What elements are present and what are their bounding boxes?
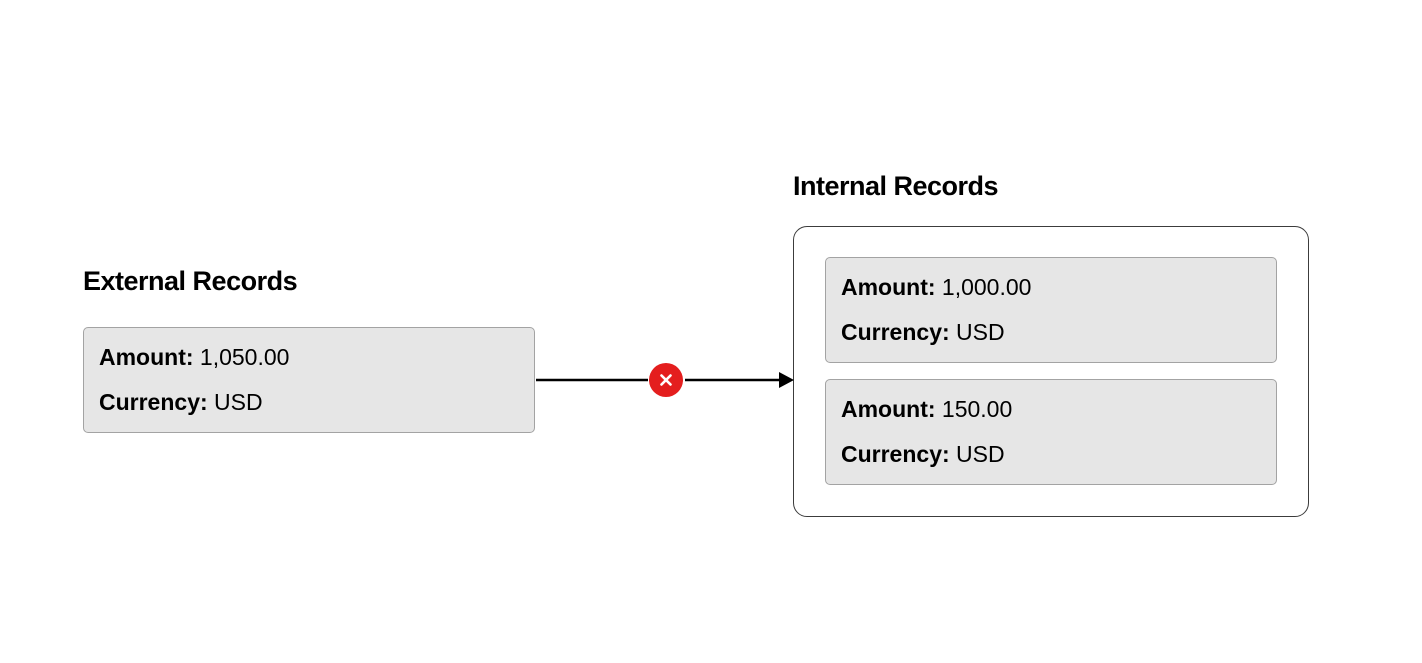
amount-value: 150.00: [941, 396, 1013, 422]
amount-label: Amount:: [841, 274, 936, 300]
amount-value: 1,050.00: [199, 344, 290, 370]
currency-label: Currency:: [841, 441, 950, 467]
mismatch-badge: [649, 363, 683, 397]
internal-record-card: Amount: 150.00 Currency: USD: [825, 379, 1277, 485]
currency-value: USD: [956, 441, 1005, 467]
amount-label: Amount:: [841, 396, 936, 422]
currency-label: Currency:: [841, 319, 950, 345]
currency-value: USD: [956, 319, 1005, 345]
internal-records-title: Internal Records: [793, 171, 999, 201]
amount-label: Amount:: [99, 344, 194, 370]
external-records-title: External Records: [83, 266, 298, 296]
internal-records-group: Amount: 1,000.00 Currency: USD Amount: 1…: [793, 226, 1309, 517]
currency-value: USD: [214, 389, 263, 415]
arrowhead-icon: [779, 372, 794, 388]
amount-row: Amount: 1,050.00: [99, 343, 289, 371]
currency-row: Currency: USD: [99, 388, 263, 416]
external-record-card: Amount: 1,050.00 Currency: USD: [83, 327, 535, 433]
currency-row: Currency: USD: [841, 440, 1005, 468]
internal-record-card: Amount: 1,000.00 Currency: USD: [825, 257, 1277, 363]
currency-row: Currency: USD: [841, 318, 1005, 346]
x-mark-icon: [649, 363, 683, 397]
amount-row: Amount: 150.00: [841, 395, 1012, 423]
amount-value: 1,000.00: [941, 274, 1032, 300]
currency-label: Currency:: [99, 389, 208, 415]
amount-row: Amount: 1,000.00: [841, 273, 1031, 301]
